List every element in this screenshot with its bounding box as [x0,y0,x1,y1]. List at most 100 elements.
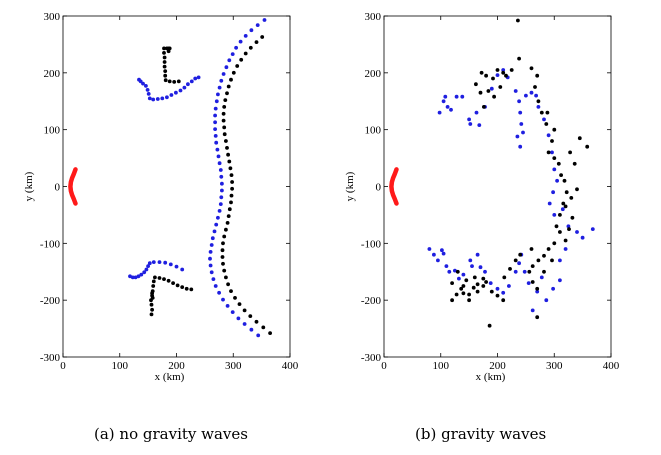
x-tick-label: 400 [603,360,620,372]
data-point-black [229,193,234,198]
data-point-black [222,268,227,273]
data-point-black [248,45,253,50]
data-point-blue [145,88,150,92]
data-point-blue [470,264,474,268]
data-point-blue [216,154,221,159]
data-point-blue [214,222,219,227]
data-point-blue [526,281,531,285]
data-point-black [233,296,237,300]
data-point-black [184,286,189,291]
data-point-blue [216,92,220,97]
data-point-blue [552,167,557,172]
data-point-blue [213,113,218,118]
data-point-black [563,204,568,209]
data-point-blue [215,147,220,152]
data-point-blue [580,235,585,240]
data-point-black [517,56,521,61]
data-point-blue [513,269,518,274]
data-point-blue [242,322,247,326]
data-point-black [243,51,248,56]
data-point-blue [147,261,152,266]
data-point-black [491,76,495,81]
data-point-black [176,79,181,84]
data-point-blue [208,263,213,268]
y-axis-label: y (km) [23,171,35,201]
data-point-blue [213,120,218,125]
data-point-blue [146,92,151,96]
data-point-blue [507,284,511,288]
data-point-black [239,57,244,62]
data-point-black [564,190,569,195]
data-point-black [533,85,537,89]
x-tick-label: 300 [546,360,563,372]
y-tick-label: 0 [376,182,382,194]
data-point-blue [146,264,151,268]
data-point-black [567,227,571,232]
data-point-blue [447,269,452,274]
data-point-black [454,292,459,297]
data-point-black [151,279,156,284]
data-point-blue [550,150,554,155]
data-point-blue [590,227,595,232]
data-point-black [189,287,194,292]
data-point-black [254,40,259,44]
data-point-blue [217,161,222,166]
data-point-black [570,215,575,220]
data-point-black [222,125,227,130]
data-point-blue [563,247,568,251]
data-point-blue [144,267,149,272]
data-point-blue [174,90,178,95]
data-point-blue [478,265,483,270]
data-point-blue [212,229,217,234]
data-point-black [260,35,265,39]
data-point-black [242,308,247,313]
data-point-blue [210,236,215,241]
data-point-black [229,77,233,82]
data-point-black [492,94,496,99]
data-point-black [226,152,231,157]
data-point-black [479,70,484,75]
data-point-blue [220,181,224,186]
data-point-blue [534,93,538,98]
data-point-black [455,269,460,274]
data-point-black [229,289,233,293]
data-point-black [542,253,546,258]
x-tick-label: 100 [433,360,450,372]
data-point-blue [558,258,562,263]
data-point-blue [436,258,440,263]
data-point-blue [432,252,436,257]
data-point-black [225,91,229,96]
data-point-black [552,241,557,246]
data-point-black [556,161,561,166]
data-point-black [163,69,168,73]
data-point-blue [475,252,480,257]
data-point-black [230,186,235,191]
data-point-blue [163,260,168,265]
data-point-blue [151,97,156,102]
data-point-blue [196,75,201,80]
x-tick-label: 300 [225,360,242,372]
data-point-black [501,298,506,303]
data-point-blue [519,122,524,126]
data-point-black [558,230,562,234]
data-point-blue [488,281,493,285]
data-point-blue [474,110,479,115]
data-point-black [225,221,230,225]
data-point-blue [224,65,229,70]
data-point-blue [249,28,254,33]
data-point-black [495,68,500,72]
data-point-black [268,331,272,335]
data-point-black [221,118,226,123]
data-point-black [229,200,233,205]
data-point-black [220,255,225,259]
data-point-black [461,291,466,296]
data-point-black [166,46,171,51]
axes-frame [383,15,612,358]
data-point-blue [165,95,169,100]
data-point-blue [220,188,224,193]
data-point-black [484,73,488,78]
data-point-black [577,136,582,141]
data-point-black [222,105,227,109]
data-point-blue [219,174,224,179]
caption-panel-a: (a) no gravity waves [94,425,248,443]
